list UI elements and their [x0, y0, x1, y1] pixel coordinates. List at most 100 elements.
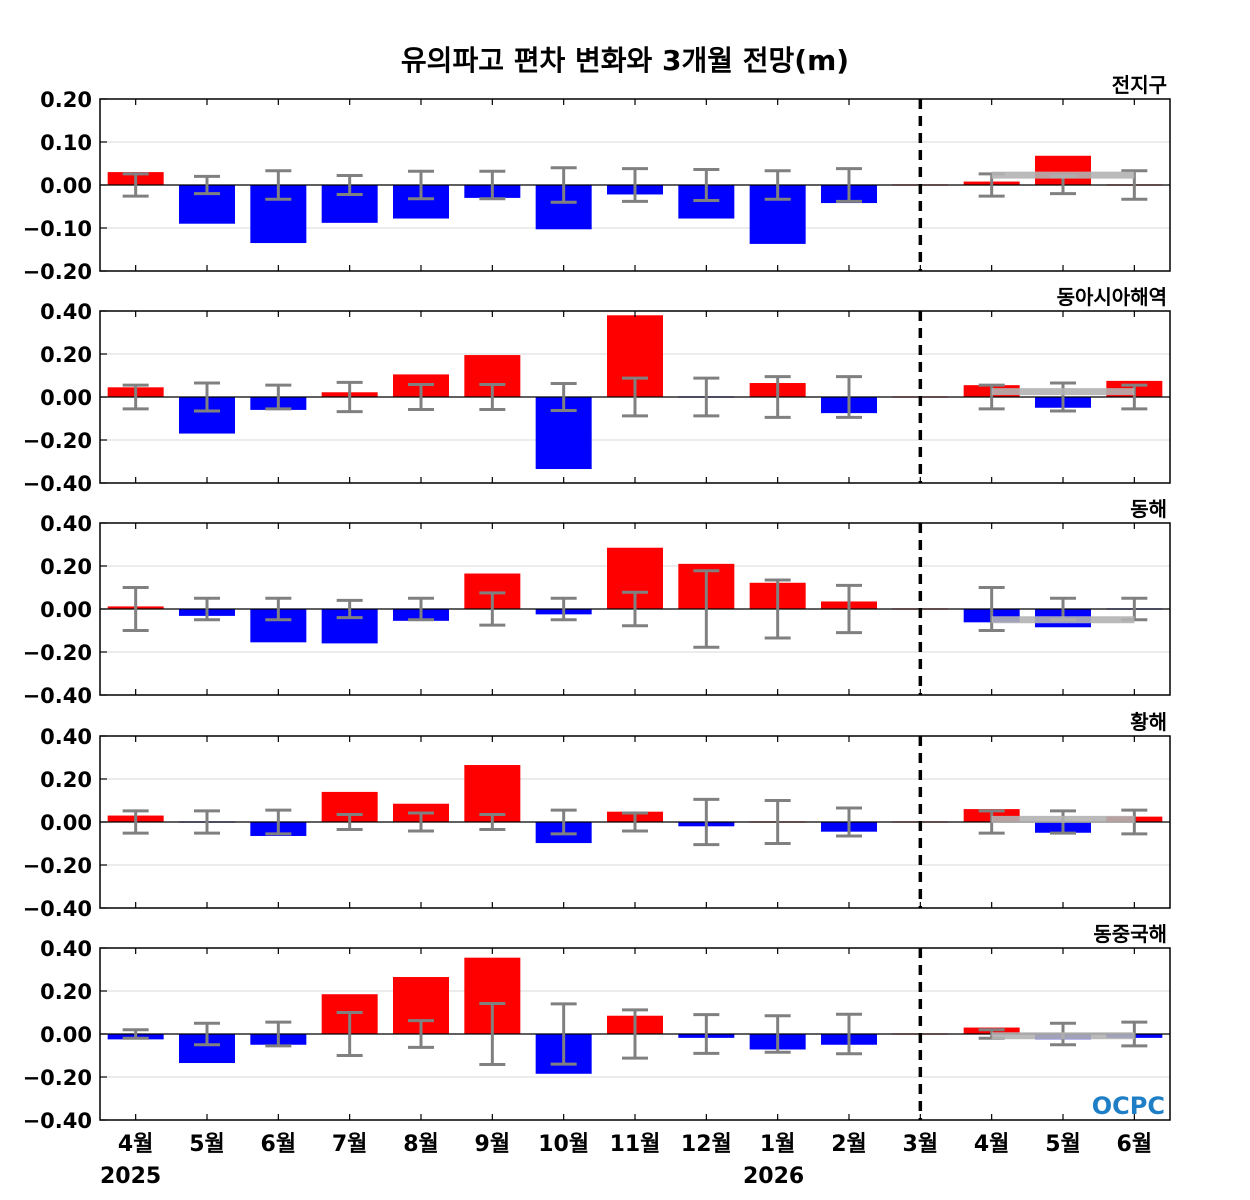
error-bar-4 [336, 598, 363, 620]
x-tick-label: 4월 [974, 1132, 1010, 1157]
error-bar-7 [550, 808, 577, 836]
y-tick-label: 0.00 [40, 174, 92, 198]
error-bar-4 [336, 1011, 363, 1057]
error-bar-9 [693, 1013, 720, 1055]
error-bar-6 [479, 169, 506, 201]
error-bar-11 [836, 167, 862, 203]
error-bar-1 [122, 809, 149, 835]
y-tick-label: −0.20 [23, 641, 92, 665]
panel-title: 동중국해 [1093, 922, 1167, 946]
y-tick-label: −0.40 [23, 472, 92, 496]
error-bar-7 [550, 1002, 577, 1066]
error-bar-6 [479, 812, 506, 832]
error-bar-11 [836, 583, 862, 635]
y-tick-label: 0.40 [40, 512, 92, 536]
y-tick-label: −0.20 [23, 854, 92, 878]
y-tick-label: −0.20 [23, 260, 92, 284]
y-tick-label: −0.10 [23, 217, 92, 241]
y-tick-label: 0.20 [40, 343, 92, 367]
error-bar-4 [336, 812, 363, 832]
panel-5: 0.40 0.20 0.00 −0.20 −0.40 동중국해 4월 5월 6월 7월 8월 9월 10… [23, 922, 1171, 1157]
error-bar-11 [836, 375, 862, 419]
error-bar-9 [693, 168, 720, 202]
y-tick-label: −0.40 [23, 684, 92, 708]
chart-panels: 0.20 0.10 0.00 −0.10 −0.20 전지구 0.40 0.20 0.00 −0.… [23, 73, 1171, 1157]
error-bar-3 [265, 596, 292, 622]
panel-title: 전지구 [1112, 73, 1167, 97]
error-bar-3 [265, 1020, 292, 1048]
y-tick-label: −0.40 [23, 897, 92, 921]
error-bar-1 [122, 383, 149, 411]
error-bar-10 [764, 799, 791, 845]
error-bar-1 [122, 1028, 149, 1040]
x-tick-label: 2월 [831, 1132, 867, 1157]
x-tick-label: 4월 [118, 1132, 154, 1157]
x-tick-label: 8월 [403, 1132, 439, 1157]
y-tick-label: 0.40 [40, 300, 92, 324]
error-bar-7 [550, 381, 577, 413]
error-bar-8 [622, 376, 648, 418]
x-tick-label: 1월 [760, 1132, 796, 1157]
x-tick-label: 3월 [903, 1132, 939, 1157]
error-bar-14 [1050, 381, 1076, 413]
error-bar-8 [622, 167, 648, 203]
error-bar-11 [836, 806, 862, 838]
error-bar-8 [622, 811, 648, 833]
x-tick-label: 10월 [538, 1132, 589, 1157]
x-tick-label: 6월 [261, 1132, 297, 1157]
panel-title: 동아시아해역 [1057, 285, 1167, 309]
x-tick-label: 12월 [681, 1132, 732, 1157]
panel-title: 동해 [1130, 497, 1167, 521]
y-tick-label: 0.40 [40, 725, 92, 749]
x-tick-label: 7월 [332, 1132, 368, 1157]
error-bar-8 [622, 1008, 648, 1060]
error-bar-3 [265, 808, 292, 836]
y-tick-label: −0.20 [23, 429, 92, 453]
x-tick-label: 9월 [475, 1132, 511, 1157]
ocpc-logo: OCPC [1092, 1092, 1165, 1120]
error-bar-5 [408, 1019, 434, 1049]
bar-6 [464, 765, 521, 822]
error-bar-6 [479, 1001, 506, 1067]
error-bar-10 [764, 578, 791, 640]
y-tick-label: 0.00 [40, 386, 92, 410]
error-bar-2 [194, 174, 220, 196]
y-tick-label: 0.20 [40, 88, 92, 112]
x-tick-label: 5월 [1045, 1132, 1081, 1157]
panel-1: 0.20 0.10 0.00 −0.10 −0.20 전지구 [23, 73, 1171, 284]
error-bar-4 [336, 174, 363, 196]
error-bar-5 [408, 811, 434, 833]
logo-text: OCPC [1092, 1092, 1165, 1120]
y-tick-label: 0.20 [40, 980, 92, 1004]
error-bar-7 [550, 596, 577, 622]
error-bar-13 [978, 586, 1005, 632]
y-tick-label: 0.00 [40, 811, 92, 835]
x-tick-label: 5월 [189, 1132, 225, 1157]
error-bar-3 [265, 169, 292, 201]
panel-title: 황해 [1130, 710, 1167, 734]
error-bar-2 [194, 1021, 220, 1047]
error-bar-11 [836, 1012, 862, 1056]
error-bar-3 [265, 383, 292, 411]
error-bar-9 [693, 797, 720, 847]
error-bar-6 [479, 383, 506, 411]
error-bar-5 [408, 169, 434, 201]
year-label-2025: 2025 [100, 1164, 161, 1189]
error-bar-5 [408, 383, 434, 411]
error-bar-10 [764, 169, 791, 201]
error-bar-9 [693, 376, 720, 418]
error-bar-4 [336, 380, 363, 414]
error-bar-8 [622, 590, 648, 628]
error-bar-6 [479, 591, 506, 627]
y-tick-label: 0.20 [40, 768, 92, 792]
panel-4: 0.40 0.20 0.00 −0.20 −0.40 황해 [23, 710, 1171, 921]
y-tick-label: 0.00 [40, 1023, 92, 1047]
error-bar-7 [550, 166, 577, 204]
y-tick-label: 0.20 [40, 555, 92, 579]
x-tick-label: 6월 [1117, 1132, 1153, 1157]
error-bar-5 [408, 596, 434, 622]
error-bar-2 [194, 381, 220, 413]
error-bar-9 [693, 569, 720, 649]
chart-title: 유의파고 편차 변화와 3개월 전망(m) [401, 44, 849, 77]
